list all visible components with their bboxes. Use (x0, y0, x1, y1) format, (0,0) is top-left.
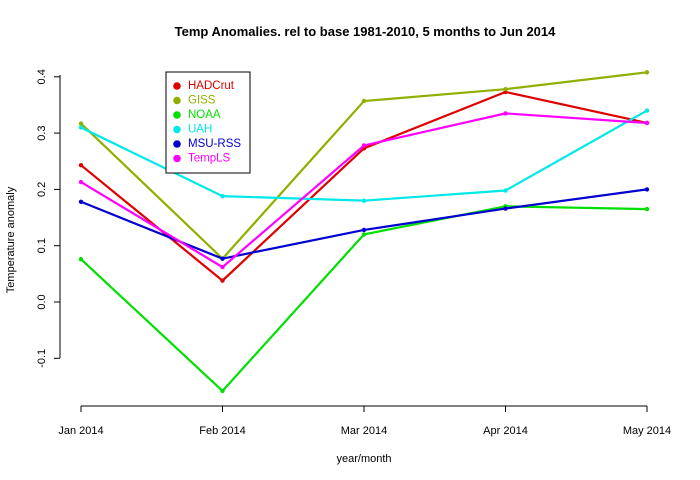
series-templs (78, 111, 650, 270)
y-tick-label: 0.4 (36, 69, 48, 84)
legend-label: UAH (188, 124, 212, 136)
data-point (503, 188, 508, 193)
x-tick-label: Feb 2014 (199, 425, 245, 437)
series-uah (78, 108, 650, 203)
data-point (78, 179, 84, 185)
series-msu-rss (78, 187, 650, 261)
legend: HADCrut GISS NOAA UAH MSU-RSS TempLS (165, 71, 251, 174)
data-point (220, 278, 225, 283)
x-tick-label: Jan 2014 (58, 425, 103, 437)
data-point (644, 206, 650, 212)
data-point (220, 388, 225, 394)
data-point (503, 206, 508, 211)
legend-box (165, 71, 251, 174)
y-axis: -0.1 0.0 0.1 0.2 0.3 0.4 (36, 69, 61, 368)
y-tick-label: 0.1 (36, 238, 48, 253)
legend-item: UAH (173, 124, 212, 136)
legend-item: GISS (173, 95, 216, 107)
data-point (644, 108, 650, 113)
legend-item: TempLS (173, 153, 231, 165)
data-point (361, 227, 367, 233)
x-axis: Jan 2014 Feb 2014 Mar 2014 Apr 2014 May 2014 (58, 405, 671, 437)
x-tick-label: May 2014 (623, 425, 671, 437)
data-point (361, 232, 367, 237)
series-layer (78, 70, 650, 394)
data-point (361, 143, 367, 148)
data-point (220, 256, 225, 261)
data-point (644, 120, 650, 126)
series-noaa (78, 204, 650, 394)
data-point (644, 187, 650, 192)
y-tick-label: 0.3 (36, 125, 48, 140)
data-point (361, 98, 367, 104)
data-point (78, 199, 84, 204)
legend-marker (173, 140, 181, 148)
y-tick-label: 0.0 (36, 294, 48, 309)
data-point (78, 257, 84, 262)
legend-label: NOAA (188, 109, 221, 121)
data-point (361, 198, 367, 203)
chart-title: Temp Anomalies. rel to base 1981-2010, 5… (175, 24, 557, 39)
x-tick-label: Apr 2014 (483, 425, 528, 437)
data-point (503, 111, 508, 116)
legend-label: GISS (188, 95, 216, 107)
legend-label: MSU-RSS (188, 138, 241, 150)
data-point (78, 121, 84, 126)
legend-marker (173, 82, 181, 90)
y-tick-label: 0.2 (36, 182, 48, 197)
data-point (503, 86, 508, 92)
x-tick-label: Mar 2014 (341, 425, 387, 437)
data-point (78, 125, 84, 130)
series-hadcrut (78, 89, 650, 283)
legend-marker (173, 111, 181, 119)
legend-marker (173, 154, 181, 163)
data-point (644, 70, 650, 75)
data-point (220, 264, 225, 270)
y-axis-label: Temperature anomaly (5, 186, 17, 293)
x-axis-label: year/month (336, 453, 391, 465)
legend-marker (173, 96, 181, 105)
data-point (78, 162, 84, 168)
legend-item: HADCrut (173, 80, 235, 92)
legend-item: NOAA (173, 109, 221, 121)
data-point (220, 193, 225, 199)
legend-item: MSU-RSS (173, 138, 241, 150)
y-tick-label: -0.1 (36, 349, 48, 368)
legend-label: TempLS (188, 153, 231, 165)
legend-label: HADCrut (188, 80, 235, 92)
legend-marker (173, 125, 181, 134)
